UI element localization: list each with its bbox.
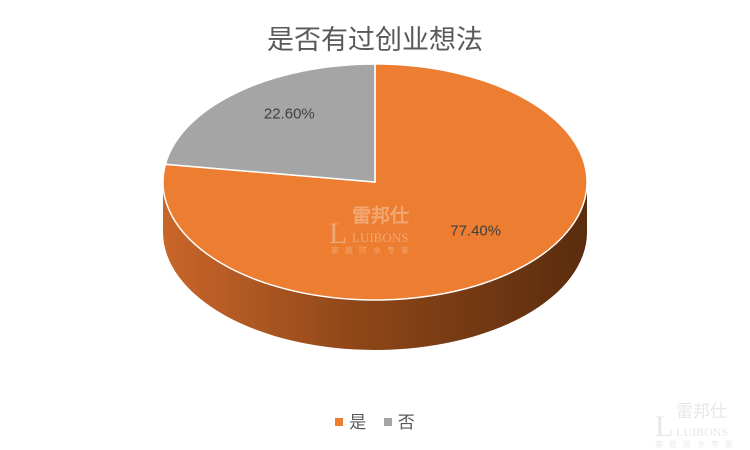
- pie-slice-1[interactable]: [164, 63, 376, 183]
- watermark-cn: 雷邦仕: [352, 204, 409, 227]
- watermark-en: LUIBONS: [352, 230, 408, 245]
- chart-title: 是否有过创业想法: [267, 25, 483, 56]
- data-label-1: 22.60%: [264, 106, 315, 123]
- legend-label-yes: 是: [349, 413, 367, 433]
- legend-swatch-no: [383, 418, 392, 426]
- watermark-corner-slogan: 家庭防水专家: [655, 439, 739, 449]
- legend-label-no: 否: [397, 413, 415, 433]
- legend: 是 否: [0, 408, 750, 433]
- legend-swatch-yes: [335, 418, 344, 426]
- watermark-slogan: 家庭防水专家: [331, 245, 415, 255]
- pie-side-yes: [163, 182, 587, 350]
- legend-item-no[interactable]: 否: [383, 413, 415, 433]
- legend-item-yes[interactable]: 是: [335, 413, 366, 433]
- watermark-corner-en: LUIBONS: [676, 425, 728, 439]
- watermark-letter: L: [329, 217, 347, 250]
- watermark-corner-cn: 雷邦仕: [676, 402, 727, 422]
- data-label-0: 77.40%: [450, 222, 501, 239]
- watermark-corner-letter: L: [655, 410, 673, 443]
